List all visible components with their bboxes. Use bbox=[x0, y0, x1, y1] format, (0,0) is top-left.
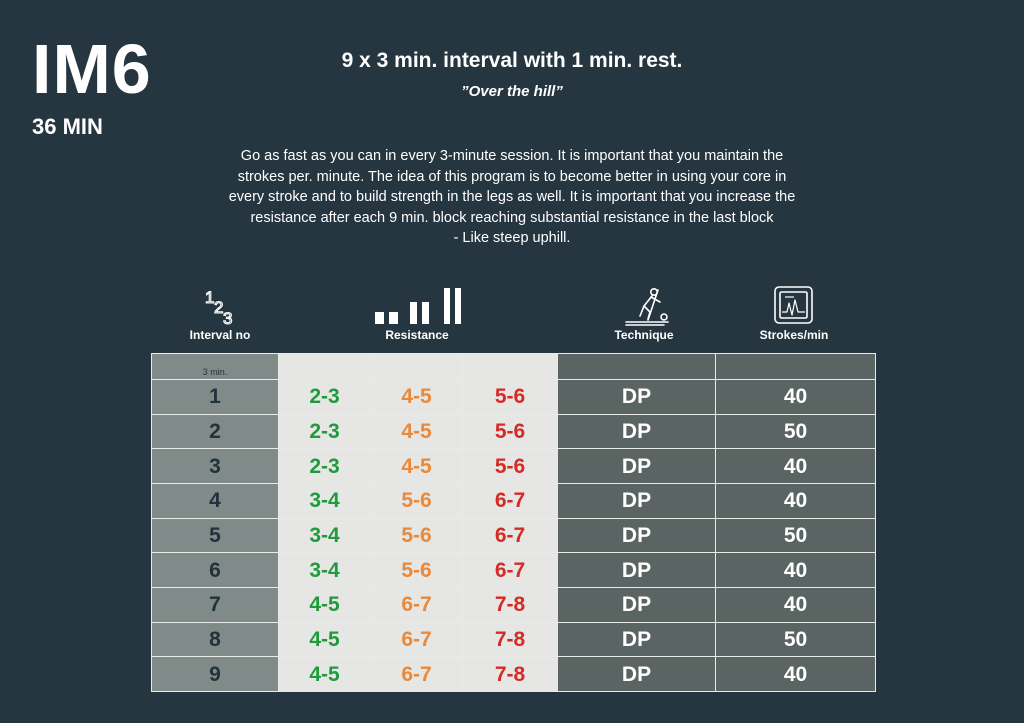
resistance-mid-cell: 6-7 bbox=[370, 586, 463, 623]
svg-text:2: 2 bbox=[214, 298, 223, 317]
technique-cell: DP bbox=[557, 448, 716, 484]
resistance-cell-empty bbox=[278, 353, 371, 380]
technique-cell: DP bbox=[557, 413, 716, 450]
interval-number-cell: 4 bbox=[151, 482, 279, 519]
table-row: 3 2-3 4-5 5-6 DP 40 bbox=[151, 448, 876, 484]
resistance-high-cell: 7-8 bbox=[462, 621, 558, 658]
description-line: - Like steep uphill. bbox=[453, 230, 571, 246]
table-row: 1 2-3 4-5 5-6 DP 40 bbox=[151, 379, 876, 415]
resistance-high-cell: 5-6 bbox=[462, 379, 558, 415]
resistance-header: Resistance bbox=[362, 286, 472, 342]
technique-cell: DP bbox=[557, 517, 716, 554]
description-line: strokes per. minute. The idea of this pr… bbox=[237, 168, 787, 185]
resistance-low-cell: 4-5 bbox=[278, 621, 371, 658]
strokes-cell: 40 bbox=[715, 552, 876, 588]
resistance-mid-cell: 5-6 bbox=[370, 482, 463, 519]
program-duration: 36 MIN bbox=[32, 114, 103, 139]
interval-number-cell: 5 bbox=[151, 517, 279, 554]
interval-number-cell: 1 bbox=[151, 379, 279, 415]
strokes-cell: 40 bbox=[715, 448, 876, 484]
technique-cell: DP bbox=[557, 656, 716, 692]
resistance-header-label: Resistance bbox=[385, 328, 449, 342]
svg-text:1: 1 bbox=[205, 288, 214, 307]
strokes-cell: 50 bbox=[715, 517, 876, 554]
resistance-high-cell: 7-8 bbox=[462, 656, 558, 692]
resistance-mid-cell: 4-5 bbox=[370, 448, 463, 484]
svg-text:3: 3 bbox=[223, 309, 232, 328]
table-row: 4 3-4 5-6 6-7 DP 40 bbox=[151, 482, 876, 519]
technique-cell-empty bbox=[557, 353, 716, 380]
table-row: 2 2-3 4-5 5-6 DP 50 bbox=[151, 413, 876, 450]
resistance-high-cell: 6-7 bbox=[462, 517, 558, 554]
resistance-low-cell: 3-4 bbox=[278, 552, 371, 588]
technique-cell: DP bbox=[557, 586, 716, 623]
workout-subtitle: ”Over the hill” bbox=[461, 83, 563, 100]
table-row: 8 4-5 6-7 7-8 DP 50 bbox=[151, 621, 876, 658]
program-code: IM6 bbox=[32, 30, 152, 108]
table-row: 7 4-5 6-7 7-8 DP 40 bbox=[151, 586, 876, 623]
strokes-header-label: Strokes/min bbox=[759, 328, 829, 342]
strokes-header: Strokes/min bbox=[744, 286, 844, 342]
interval-number-cell: 2 bbox=[151, 413, 279, 450]
resistance-mid-cell: 5-6 bbox=[370, 552, 463, 588]
interval-header-label: Interval no bbox=[189, 328, 251, 342]
interval-header: 1 2 3 Interval no bbox=[170, 286, 270, 342]
strokes-cell: 40 bbox=[715, 379, 876, 415]
resistance-low-cell: 3-4 bbox=[278, 517, 371, 554]
description-line: Go as fast as you can in every 3-minute … bbox=[240, 148, 784, 164]
resistance-low-cell: 2-3 bbox=[278, 448, 371, 484]
resistance-high-cell: 6-7 bbox=[462, 552, 558, 588]
resistance-low-cell: 4-5 bbox=[278, 586, 371, 623]
interval-number-cell: 6 bbox=[151, 552, 279, 588]
interval-number-cell: 7 bbox=[151, 586, 279, 623]
resistance-low-cell: 4-5 bbox=[278, 656, 371, 692]
technique-cell: DP bbox=[557, 621, 716, 658]
resistance-high-cell: 6-7 bbox=[462, 482, 558, 519]
interval-unit-label: 3 min. bbox=[151, 353, 279, 380]
skier-double-poling-icon bbox=[625, 287, 669, 326]
interval-number-cell: 8 bbox=[151, 621, 279, 658]
workout-description: Go as fast as you can in every 3-minute … bbox=[180, 146, 844, 249]
resistance-low-cell: 2-3 bbox=[278, 413, 371, 450]
resistance-mid-cell: 6-7 bbox=[370, 656, 463, 692]
technique-header-label: Technique bbox=[614, 328, 674, 342]
table-header-row: 3 min. bbox=[151, 353, 876, 380]
resistance-high-cell: 5-6 bbox=[462, 448, 558, 484]
resistance-mid-cell: 4-5 bbox=[370, 379, 463, 415]
resistance-mid-cell: 4-5 bbox=[370, 413, 463, 450]
strokes-cell: 40 bbox=[715, 586, 876, 623]
resistance-high-cell: 7-8 bbox=[462, 586, 558, 623]
interval-number-cell: 9 bbox=[151, 656, 279, 692]
table-row: 9 4-5 6-7 7-8 DP 40 bbox=[151, 656, 876, 692]
resistance-low-cell: 2-3 bbox=[278, 379, 371, 415]
table-row: 5 3-4 5-6 6-7 DP 50 bbox=[151, 517, 876, 554]
technique-cell: DP bbox=[557, 552, 716, 588]
description-line: every stroke and to build strength in th… bbox=[228, 189, 796, 205]
resistance-bars-icon bbox=[375, 288, 461, 324]
resistance-mid-cell: 6-7 bbox=[370, 621, 463, 658]
strokes-cell: 50 bbox=[715, 413, 876, 450]
technique-header: Technique bbox=[594, 286, 694, 342]
table-row: 6 3-4 5-6 6-7 DP 40 bbox=[151, 552, 876, 588]
workout-title: 9 x 3 min. interval with 1 min. rest. bbox=[341, 49, 683, 72]
numbers-123-icon: 1 2 3 bbox=[204, 287, 233, 328]
resistance-high-cell: 5-6 bbox=[462, 413, 558, 450]
strokes-cell-empty bbox=[715, 353, 876, 380]
interval-number-cell: 3 bbox=[151, 448, 279, 484]
technique-cell: DP bbox=[557, 379, 716, 415]
strokes-cell: 40 bbox=[715, 482, 876, 519]
strokes-cell: 40 bbox=[715, 656, 876, 692]
heart-monitor-icon bbox=[774, 286, 813, 324]
resistance-cell-empty bbox=[370, 353, 463, 380]
strokes-cell: 50 bbox=[715, 621, 876, 658]
interval-table: 3 min. 1 2-3 4-5 5-6 DP 40 2 2-3 4-5 5-6 DP 50 3 2-3 4… bbox=[151, 353, 876, 692]
resistance-low-cell: 3-4 bbox=[278, 482, 371, 519]
resistance-cell-empty bbox=[462, 353, 558, 380]
description-line: resistance after each 9 min. block reach… bbox=[250, 209, 774, 226]
resistance-mid-cell: 5-6 bbox=[370, 517, 463, 554]
technique-cell: DP bbox=[557, 482, 716, 519]
